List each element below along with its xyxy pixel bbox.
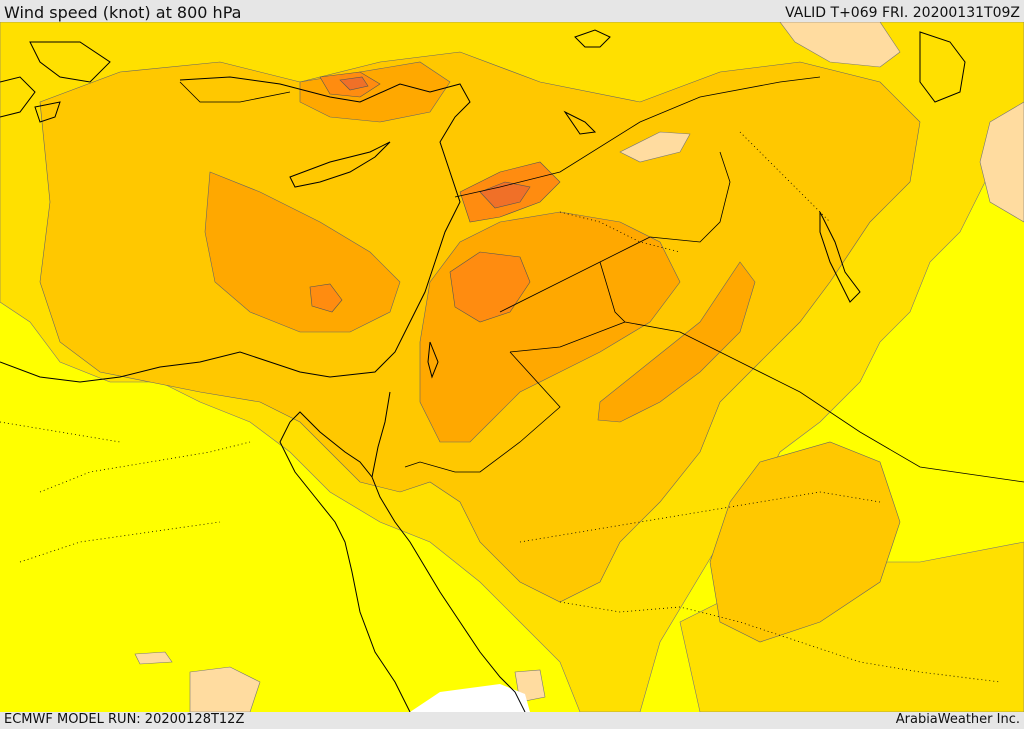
- borders: [179, 76, 1024, 483]
- wind-speed-map: [0, 22, 1024, 712]
- credit: ArabiaWeather Inc.: [895, 712, 1020, 727]
- dotted-boundaries: [0, 131, 1001, 683]
- weather-map: [0, 22, 1024, 712]
- contour-level-5-c: [309, 283, 343, 313]
- contour-level-3-se: [709, 441, 901, 643]
- contour-level-4-west: [204, 171, 401, 333]
- map-title: Wind speed (knot) at 800 hPa: [4, 3, 242, 22]
- coastlines: [0, 29, 966, 712]
- calm-patch-e: [979, 101, 1024, 223]
- valid-time: VALID T+069 FRI. 20200131T09Z: [785, 5, 1020, 21]
- contour-level-5-b: [449, 251, 531, 323]
- calm-patch-ne: [779, 22, 901, 68]
- calm-patch-sw: [189, 666, 261, 712]
- no-data-patch: [410, 684, 530, 712]
- calm-patch-mid: [619, 131, 691, 163]
- contour-level-6-b: [339, 76, 369, 91]
- calm-patch-w: [134, 651, 173, 665]
- footer-bar: ECMWF MODEL RUN: 20200128T12Z ArabiaWeat…: [0, 712, 1024, 729]
- contour-level-4-band: [597, 261, 756, 423]
- model-run: ECMWF MODEL RUN: 20200128T12Z: [4, 712, 245, 727]
- header-bar: Wind speed (knot) at 800 hPa VALID T+069…: [0, 0, 1024, 22]
